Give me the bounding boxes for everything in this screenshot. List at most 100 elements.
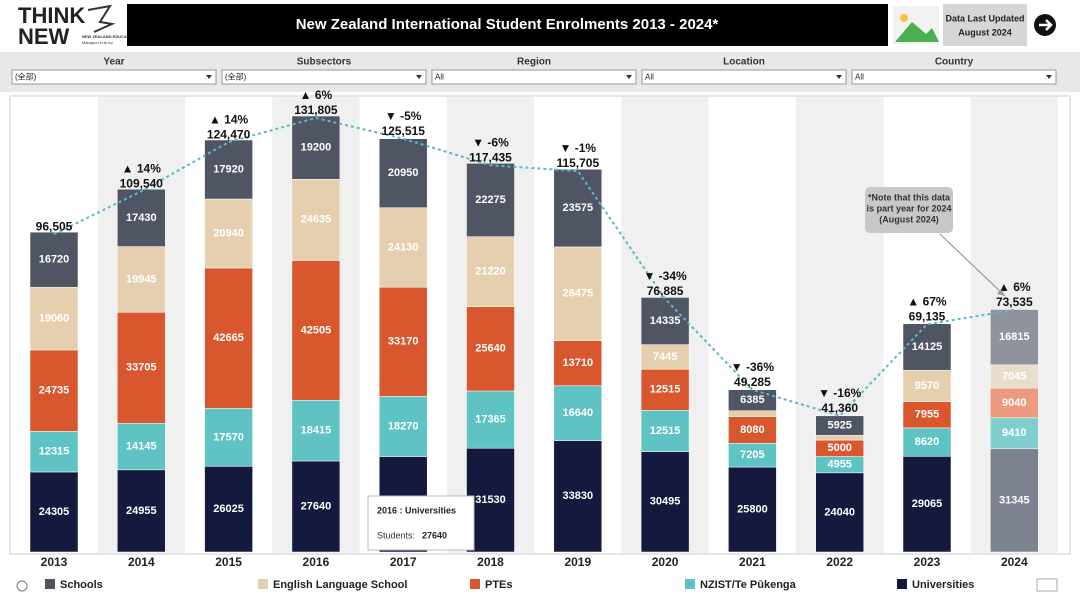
change-label: ▲ 14% — [122, 161, 162, 175]
bar-segment — [378, 286, 428, 397]
bar-segment — [640, 297, 690, 345]
total-label: 117,435 — [469, 150, 512, 164]
legend-label: PTEs — [485, 579, 513, 591]
bar-segment — [378, 396, 428, 457]
bar-segment — [640, 410, 690, 452]
note-text: (August 2024) — [879, 214, 939, 224]
segment-label: 30495 — [650, 496, 681, 508]
bar-segment — [553, 385, 603, 441]
bar-segment — [117, 246, 166, 313]
segment-label: 6385 — [740, 394, 764, 406]
globe-icon — [16, 580, 28, 592]
change-label: ▼ -36% — [731, 360, 775, 374]
bar-segment — [990, 309, 1039, 366]
bar-segment — [378, 207, 428, 288]
bar-segment — [553, 169, 603, 248]
segment-label: 5000 — [827, 442, 851, 454]
note-arrow — [939, 233, 1006, 297]
filter-dropdown[interactable] — [851, 69, 1057, 85]
segment-label: 14335 — [650, 315, 681, 327]
bar-segment — [378, 138, 428, 208]
segment-label: 5925 — [827, 419, 851, 431]
bar-segment — [204, 198, 253, 269]
change-label: ▲ 67% — [907, 295, 947, 309]
x-tick-label: 2017 — [390, 555, 417, 569]
x-tick-label: 2022 — [826, 555, 853, 569]
segment-label: 42505 — [301, 324, 332, 336]
segment-label: 33830 — [563, 490, 594, 502]
x-tick-label: 2023 — [914, 555, 941, 569]
change-label: ▲ 6% — [998, 280, 1031, 294]
segment-label: 16720 — [39, 254, 70, 266]
bar-segment — [204, 408, 253, 467]
filter-dropdown[interactable] — [641, 69, 847, 85]
bar-segment — [640, 451, 690, 553]
legend-swatch — [897, 579, 907, 589]
filter-dropdown[interactable] — [11, 69, 217, 85]
bar-segment — [902, 401, 952, 429]
total-label: 96,505 — [36, 219, 73, 233]
logo-word: NEW — [18, 24, 70, 49]
segment-label: 20940 — [213, 227, 244, 239]
segment-label: 24635 — [301, 214, 332, 226]
segment-label: 8080 — [740, 424, 764, 436]
filter-dropdown[interactable] — [221, 69, 427, 85]
bar-segment — [204, 267, 253, 409]
bar-segment — [291, 460, 341, 553]
bar-segment — [640, 344, 690, 370]
segment-label: 23575 — [563, 202, 594, 214]
segment-label: 17570 — [213, 431, 244, 443]
filter-value: (全部) — [225, 72, 247, 82]
segment-label: 7205 — [740, 449, 764, 461]
image-icon-hills — [895, 22, 939, 42]
logo-tagline: Manapou ki te Ao — [82, 40, 114, 45]
bar-segment — [728, 389, 777, 411]
change-label: ▼ -1% — [560, 141, 597, 155]
note-text: *Note that this data — [868, 192, 951, 202]
bar-segment — [29, 349, 79, 432]
segment-label: 22275 — [475, 194, 506, 206]
segment-label: 25640 — [475, 343, 506, 355]
dropdown-arrow — [1046, 75, 1052, 79]
segment-label: 9410 — [1002, 427, 1026, 439]
bar-segment — [728, 410, 777, 417]
fern-icon — [87, 4, 116, 33]
change-label: ▼ -34% — [643, 269, 687, 283]
pager[interactable] — [1036, 578, 1058, 592]
bar-segment — [902, 456, 952, 553]
legend-swatch — [685, 579, 695, 589]
x-tick-label: 2015 — [215, 555, 242, 569]
filter-label: Subsectors — [297, 57, 352, 68]
bar-segment — [553, 440, 603, 553]
x-tick-label: 2014 — [128, 555, 155, 569]
segment-label: 24305 — [39, 506, 70, 518]
dropdown-arrow — [836, 75, 842, 79]
total-label: 49,285 — [734, 375, 771, 389]
segment-label: 9570 — [915, 380, 939, 392]
filter-dropdown[interactable] — [431, 69, 637, 85]
tooltip — [367, 495, 475, 551]
tooltip-label: Students: — [377, 530, 415, 540]
x-tick-label: 2013 — [41, 555, 68, 569]
segment-label: 19945 — [126, 273, 157, 285]
bar-segment — [990, 387, 1039, 419]
total-label: 131,805 — [294, 103, 338, 117]
segment-label: 29065 — [912, 498, 943, 510]
bar-segment — [990, 448, 1039, 553]
total-label: 76,885 — [647, 284, 684, 298]
segment-label: 28475 — [563, 288, 594, 300]
legend-swatch — [470, 579, 480, 589]
bar-segment — [815, 472, 864, 553]
update-date: August 2024 — [958, 27, 1012, 37]
segment-label: 42665 — [213, 332, 244, 344]
bar-segment — [466, 163, 515, 237]
segment-label: 25800 — [737, 503, 768, 515]
segment-label: 14125 — [912, 341, 943, 353]
bar-segment — [466, 236, 515, 307]
legend-label: NZIST/Te Pūkenga — [700, 579, 797, 591]
bar-segment — [291, 260, 341, 401]
change-label: ▼ -6% — [472, 135, 509, 149]
segment-label: 4955 — [827, 459, 851, 471]
x-tick-label: 2019 — [564, 555, 591, 569]
filter-value: All — [435, 73, 444, 82]
